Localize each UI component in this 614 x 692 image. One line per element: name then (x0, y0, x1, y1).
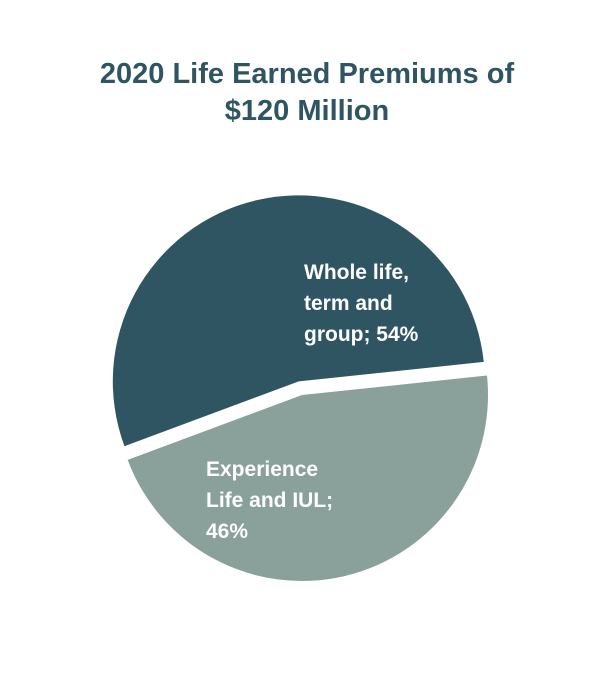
slice-label-whole-life: Whole life, term and group; 54% (304, 257, 418, 350)
slice-label-experience-life-line-3: 46% (206, 520, 249, 543)
slice-label-experience-life: Experience Life and IUL; 46% (206, 454, 333, 547)
slice-label-whole-life-line-2: term and (304, 292, 393, 315)
pie-slice-experience-life (127, 375, 488, 582)
slice-label-experience-life-line-1: Experience (206, 458, 319, 481)
chart-title-line-1: 2020 Life Earned Premiums of (99, 58, 515, 90)
slice-label-experience-life-line-2: Life and IUL; (206, 489, 334, 512)
pie-slice-whole-life (112, 195, 484, 447)
slice-label-whole-life-line-1: Whole life, (304, 261, 409, 284)
chart-title: 2020 Life Earned Premiums of $120 Millio… (0, 56, 614, 130)
chart-title-line-2: $120 Million (224, 95, 390, 127)
slice-label-whole-life-line-3: group; 54% (304, 323, 419, 346)
